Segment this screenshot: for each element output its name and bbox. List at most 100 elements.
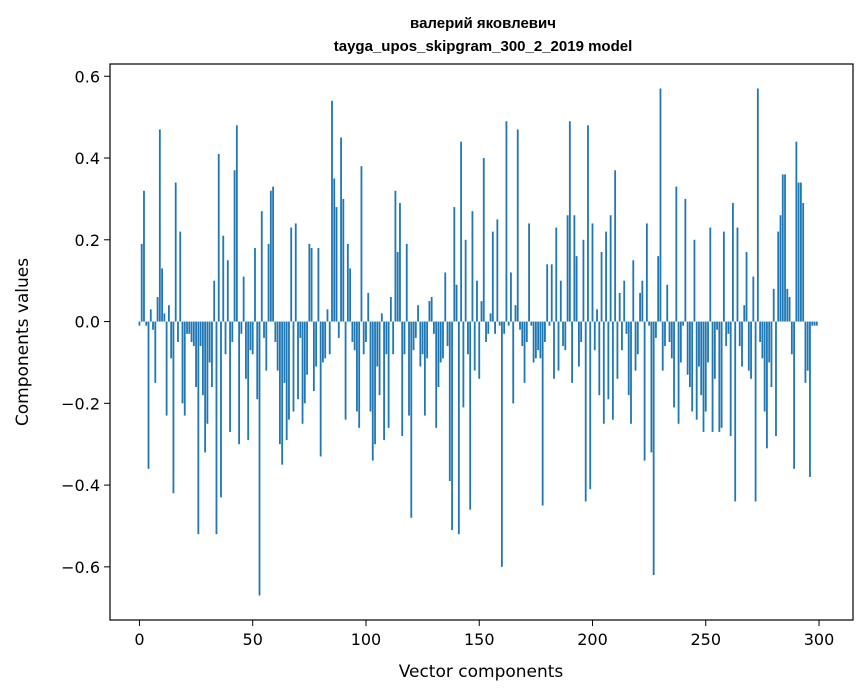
bar-268 (745, 252, 748, 322)
bar-166 (514, 305, 517, 322)
bars-group (138, 88, 818, 596)
bar-109 (385, 321, 388, 355)
bar-181 (548, 321, 551, 326)
bar-285 (784, 174, 786, 322)
bar-73 (303, 321, 306, 404)
bar-175 (534, 321, 537, 359)
bar-178 (541, 321, 544, 506)
bar-250 (704, 321, 707, 412)
bar-147 (471, 211, 474, 322)
bar-18 (179, 231, 182, 322)
bar-240 (682, 321, 685, 326)
bar-270 (750, 321, 752, 379)
bar-84 (328, 321, 331, 355)
bar-212 (618, 292, 621, 322)
bar-0 (138, 321, 141, 326)
bar-299 (815, 321, 818, 326)
bar-82 (324, 321, 327, 359)
bar-153 (485, 321, 487, 342)
bar-236 (673, 321, 675, 408)
bar-22 (188, 321, 191, 334)
bar-80 (319, 321, 322, 457)
bar-86 (333, 178, 336, 322)
bar-182 (550, 264, 553, 322)
chart-subtitle: tayga_upos_skipgram_300_2_2019 model (334, 38, 633, 55)
bar-21 (186, 321, 188, 334)
bar-123 (417, 305, 419, 322)
bar-164 (510, 272, 512, 322)
bar-221 (639, 292, 641, 322)
bar-199 (589, 321, 592, 490)
bar-104 (374, 321, 376, 445)
bar-196 (582, 239, 585, 322)
bar-23 (190, 321, 193, 342)
bar-170 (523, 321, 526, 383)
bar-138 (451, 321, 453, 531)
bar-87 (335, 207, 338, 322)
bar-17 (177, 321, 179, 342)
bar-238 (677, 321, 680, 424)
bar-68 (292, 321, 295, 412)
bar-12 (165, 321, 168, 416)
bar-260 (727, 321, 730, 334)
bar-83 (326, 309, 329, 322)
bar-61 (276, 321, 279, 371)
bar-79 (317, 247, 320, 322)
bar-35 (217, 153, 220, 322)
bar-33 (213, 280, 216, 322)
bar-43 (235, 125, 238, 322)
bar-253 (711, 321, 714, 432)
bar-78 (315, 321, 318, 367)
bar-247 (698, 321, 700, 367)
bar-47 (245, 321, 247, 379)
bar-274 (759, 321, 762, 342)
bar-149 (476, 280, 478, 322)
bar-37 (222, 235, 225, 322)
bar-40 (229, 321, 231, 432)
bar-160 (500, 321, 503, 567)
bar-241 (684, 198, 687, 322)
chart-title: валерий яковлевич (410, 15, 556, 32)
bar-286 (786, 288, 789, 322)
bar-173 (530, 321, 533, 326)
bar-92 (346, 243, 349, 322)
bar-243 (689, 321, 691, 387)
bar-16 (174, 182, 177, 322)
bar-280 (772, 288, 775, 322)
bar-5 (149, 309, 152, 322)
bar-108 (383, 321, 385, 441)
plot-frame (109, 63, 854, 621)
bar-134 (442, 321, 444, 359)
bar-98 (360, 166, 363, 322)
bar-235 (670, 321, 673, 359)
bar-174 (532, 321, 535, 363)
bar-119 (408, 321, 410, 416)
bar-49 (249, 321, 252, 351)
bar-222 (641, 280, 644, 322)
bar-77 (312, 321, 315, 392)
bar-281 (775, 321, 777, 437)
bar-210 (614, 170, 617, 322)
bar-176 (537, 321, 540, 351)
bar-156 (491, 231, 494, 322)
bar-107 (380, 313, 383, 322)
x-tick-label: 250 (690, 630, 721, 649)
bar-226 (650, 321, 653, 453)
bar-219 (634, 321, 637, 371)
bar-216 (627, 321, 630, 396)
bar-220 (636, 321, 639, 355)
bar-292 (799, 182, 802, 322)
bar-76 (310, 247, 313, 322)
bar-127 (426, 321, 429, 359)
bar-264 (736, 227, 739, 322)
bar-161 (503, 321, 506, 334)
bar-51 (254, 247, 256, 322)
bar-71 (299, 321, 302, 338)
bar-172 (528, 223, 530, 322)
bar-200 (591, 223, 594, 322)
x-tick-label: 100 (351, 630, 382, 649)
bar-183 (553, 321, 555, 379)
bar-295 (806, 321, 809, 371)
bar-103 (371, 321, 374, 461)
